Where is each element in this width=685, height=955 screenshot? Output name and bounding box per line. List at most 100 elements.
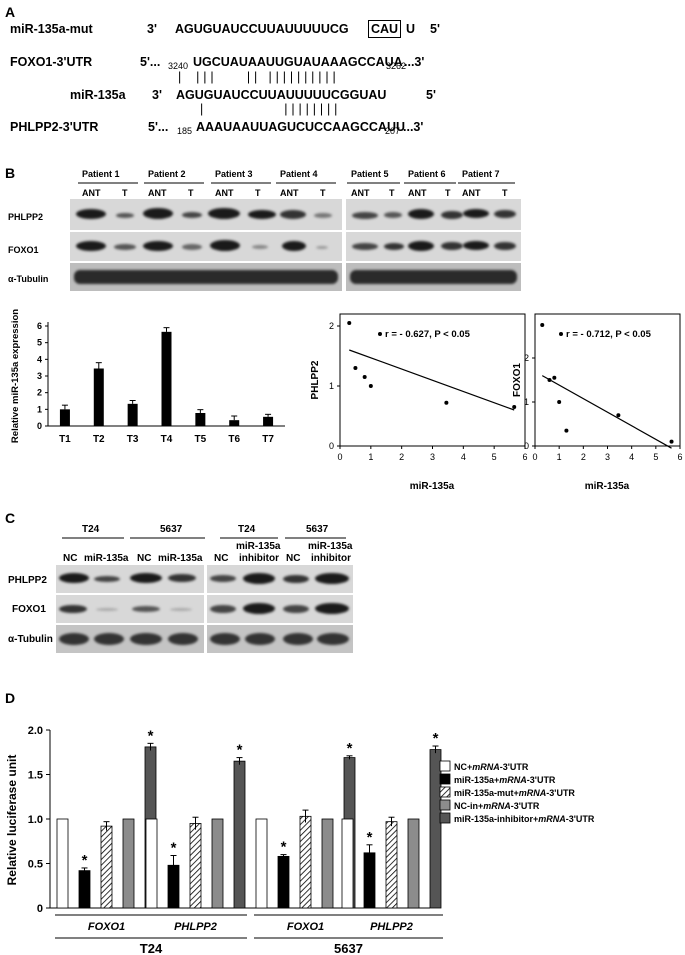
lane-label: ANT: [280, 188, 299, 198]
bar: [59, 409, 70, 426]
blot-foxo1-right: [346, 232, 521, 261]
y-tick-label: 1.5: [28, 770, 43, 782]
bar: [385, 821, 398, 909]
legend-label-part: mRNA: [483, 801, 511, 811]
bar: [363, 852, 376, 909]
blot-row-label: PHLPP2: [8, 212, 44, 222]
bar: [189, 823, 202, 909]
significance-star: *: [433, 730, 439, 747]
significance-star: *: [347, 740, 353, 757]
y-tick-label: 4: [37, 354, 42, 364]
significance-star: *: [171, 839, 177, 856]
y-tick-label: 1: [329, 381, 334, 391]
bar: [233, 760, 246, 909]
y-tick-label: 2: [329, 321, 334, 331]
bar: [127, 403, 138, 426]
bar: [341, 818, 354, 909]
y-tick-label: 5: [37, 338, 42, 348]
y-axis-label: Relative luciferase unit: [5, 755, 19, 886]
lane-label: miR-135a: [158, 553, 203, 564]
legend-label-part: -3'UTR: [546, 788, 575, 798]
data-point: [353, 366, 358, 370]
data-point: [557, 400, 562, 404]
legend-label-part: -3'UTR: [500, 762, 529, 772]
annotation-marker: [378, 332, 382, 336]
y-tick-label: 1.0: [28, 814, 43, 826]
lane-label: T: [188, 188, 194, 198]
seq-5prime-mut: 3': [147, 22, 157, 36]
panel-b-charts: 0 1 2 3 4 5 6 T1 T2 T3 T4 T5 T6 T7 Relative miR-135a…: [10, 309, 683, 492]
patient-label: Patient 1: [82, 169, 120, 179]
blot-c-phlpp2-right: [207, 565, 353, 593]
x-tick-label: T5: [195, 434, 207, 445]
legend-label-part: mRNA: [472, 762, 500, 772]
data-point: [669, 439, 674, 444]
legend-label-part: miR-135a-inhibitor+: [454, 814, 538, 824]
seq-3prime-mut: 5': [430, 22, 440, 36]
bar: [161, 331, 172, 426]
x-tick-label: 5: [492, 452, 497, 462]
bar-chart-mir135a-expression: 0 1 2 3 4 5 6 T1 T2 T3 T4 T5 T6 T7 Relative miR-135a…: [10, 309, 285, 445]
seq-end-foxo1: 3262: [386, 61, 407, 71]
lane-label: inhibitor: [311, 553, 351, 564]
group-labels: FOXO1 PHLPP2 FOXO1 PHLPP2 T24 5637: [55, 914, 443, 955]
lane-label: T: [122, 188, 128, 198]
legend-label-part: NC+: [454, 762, 472, 772]
regression-line: [541, 375, 672, 449]
legend-label: miR-135a+mRNA-3'UTR: [454, 775, 556, 785]
seq-5prime-mir: 3': [152, 88, 162, 102]
gene-label: PHLPP2: [174, 921, 217, 933]
blot-row-label: α-Tubulin: [8, 634, 53, 645]
seq-phlpp2: AAAUAAUUAGUCUCCAAGCCAUU: [196, 120, 406, 134]
y-tick-label: 6: [37, 321, 42, 331]
bar: [321, 818, 334, 909]
x-tick-label: 6: [522, 452, 527, 462]
patient-label: Patient 2: [148, 169, 186, 179]
points: [540, 323, 674, 449]
lane-label: NC: [214, 553, 229, 564]
y-tick-label: 2: [524, 353, 529, 363]
bars: * * * * * * * *: [56, 727, 442, 909]
x-tick-label: 6: [677, 452, 682, 462]
y-ticks: 0 1 2 3 4 5 6: [37, 321, 48, 431]
legend-label: miR-135a-mut+mRNA-3'UTR: [454, 788, 575, 798]
bars: T1 T2 T3 T4 T5 T6 T7: [59, 327, 274, 445]
x-tick-label: 4: [629, 452, 634, 462]
seq-start-foxo1: 3240: [168, 61, 189, 71]
data-point: [552, 375, 557, 380]
bar: [145, 818, 158, 909]
seq-foxo1: UGCUAUAAUUGUAUAAAGCCAUA: [193, 55, 403, 69]
gene-label: FOXO1: [287, 921, 324, 933]
seq-3prime-mir: 5': [426, 88, 436, 102]
panel-letter-a: A: [5, 4, 16, 20]
points: [347, 321, 517, 411]
cell-line-label: T24: [238, 524, 256, 535]
y-tick-label: 2.0: [28, 725, 43, 737]
gene-label: FOXO1: [88, 921, 125, 933]
blot-row-label: PHLPP2: [8, 575, 47, 586]
y-tick-label: 3: [37, 371, 42, 381]
blot-phlpp2-right: [346, 199, 521, 230]
data-point: [347, 321, 352, 325]
y-tick-label: 0: [37, 903, 43, 915]
patient-label: Patient 6: [408, 169, 446, 179]
blot-row-label: α-Tubulin: [8, 274, 49, 284]
bar: [263, 416, 274, 426]
legend-swatch: [439, 786, 451, 798]
legend-label: miR-135a-inhibitor+mRNA-3'UTR: [454, 814, 595, 824]
cell-line-label: T24: [82, 524, 100, 535]
x-tick-label: 1: [368, 452, 373, 462]
x-axis-label: miR-135a: [410, 481, 455, 492]
y-tick-label: 0: [524, 441, 529, 451]
y-ticks: 0 0.5 1.0 1.5 2.0: [28, 725, 50, 915]
x-tick-label: 3: [605, 452, 610, 462]
bar: [229, 420, 240, 426]
lane-label: ANT: [148, 188, 167, 198]
y-axis-label: Relative miR-135a expression: [10, 309, 21, 443]
legend-label-part: mRNA: [499, 775, 527, 785]
blot-tubulin-left: [70, 263, 342, 291]
seq-3prime-phlpp2: ...3': [403, 120, 424, 134]
bar: [78, 870, 91, 909]
seq-5prime-foxo1: 5'...: [140, 55, 161, 69]
annotation-marker: [559, 332, 563, 336]
